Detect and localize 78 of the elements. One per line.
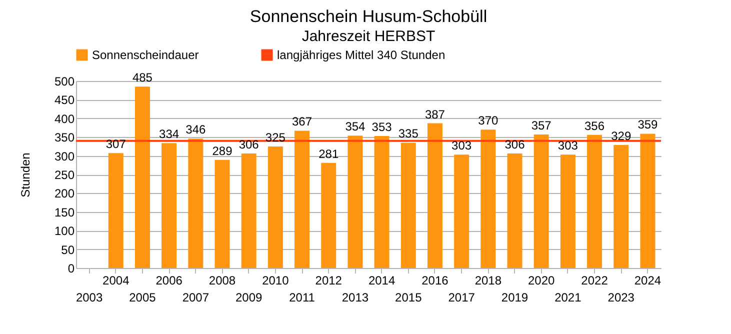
bar: [188, 138, 204, 268]
bar: [454, 154, 470, 268]
bar: [400, 142, 416, 268]
data-label: 359: [638, 118, 658, 132]
y-tick-label: 250: [54, 168, 75, 182]
x-tick-label: 2024: [634, 274, 662, 288]
legend-label: Sonnenscheindauer: [92, 48, 199, 62]
y-tick-label: 500: [54, 74, 75, 88]
x-tick-label: 2003: [76, 290, 103, 304]
x-tick-label: 2016: [422, 274, 449, 288]
y-tick-label: 350: [54, 130, 75, 145]
x-tick-label: 2007: [182, 290, 210, 304]
y-tick-label: 150: [54, 205, 75, 220]
bar: [321, 162, 336, 268]
bar: [268, 146, 283, 268]
bar: [108, 153, 124, 268]
bar: [507, 154, 522, 268]
y-tick-label: 400: [54, 112, 75, 126]
x-tick-label: 2014: [368, 274, 396, 288]
x-tick-label: 2022: [581, 274, 608, 288]
x-tick-label: 2004: [102, 274, 130, 288]
bar: [614, 144, 629, 268]
data-label: 281: [318, 146, 339, 161]
chart-title: Sonnenschein Husum-Schobüll: [250, 7, 488, 26]
x-tick-label: 2017: [448, 290, 476, 304]
bar: [134, 86, 150, 268]
x-tick-label: 2018: [474, 274, 502, 288]
data-label: 485: [132, 70, 153, 85]
bar: [560, 154, 576, 268]
data-label: 353: [372, 120, 392, 134]
x-tick-label: 2015: [395, 290, 422, 304]
bar: [294, 130, 310, 268]
bar: [640, 134, 656, 268]
y-tick-label: 100: [54, 224, 75, 238]
x-tick-label: 2021: [554, 290, 582, 304]
x-tick-label: 2013: [342, 290, 369, 304]
data-label: 346: [186, 122, 206, 137]
bar: [534, 134, 549, 268]
x-tick-label: 2009: [235, 290, 263, 304]
bar: [374, 136, 390, 268]
x-tick-label: 2020: [528, 274, 556, 288]
data-label: 367: [292, 114, 312, 129]
bar: [214, 160, 230, 268]
y-tick-label: 0: [68, 262, 75, 276]
y-tick-label: 300: [54, 149, 75, 164]
data-label: 356: [584, 118, 605, 133]
bar: [241, 154, 256, 268]
data-label: 334: [159, 127, 180, 142]
legend-label: langjähriges Mittel 340 Stunden: [277, 48, 446, 62]
data-label: 289: [212, 144, 233, 158]
bar: [587, 134, 602, 268]
data-label: 354: [345, 120, 366, 134]
chart-subtitle: Jahreszeit HERBST: [302, 28, 436, 45]
data-label: 357: [531, 118, 552, 132]
data-label: 306: [238, 138, 260, 152]
x-tick-label: 2012: [315, 274, 342, 288]
data-label: 306: [504, 138, 526, 152]
bar: [348, 136, 363, 268]
x-tick-label: 2006: [156, 274, 183, 288]
y-tick-label: 450: [54, 93, 75, 108]
data-label: 329: [611, 128, 632, 143]
data-label: 303: [452, 138, 472, 153]
x-tick-label: 2023: [608, 290, 635, 304]
x-tick-label: 2019: [501, 290, 528, 304]
data-label: 370: [478, 114, 498, 128]
y-axis-title: Stunden: [18, 152, 32, 198]
bar: [162, 143, 177, 268]
y-tick-label: 50: [61, 242, 75, 257]
y-tick-label: 200: [54, 186, 75, 201]
bar: [480, 130, 496, 268]
x-tick-label: 2011: [289, 290, 316, 304]
data-label: 387: [424, 107, 446, 122]
data-label: 303: [558, 138, 578, 153]
data-label: 335: [398, 126, 419, 141]
x-tick-label: 2005: [129, 290, 156, 304]
x-tick-label: 2008: [208, 274, 236, 288]
x-tick-label: 2010: [262, 274, 290, 288]
bar: [427, 123, 442, 268]
